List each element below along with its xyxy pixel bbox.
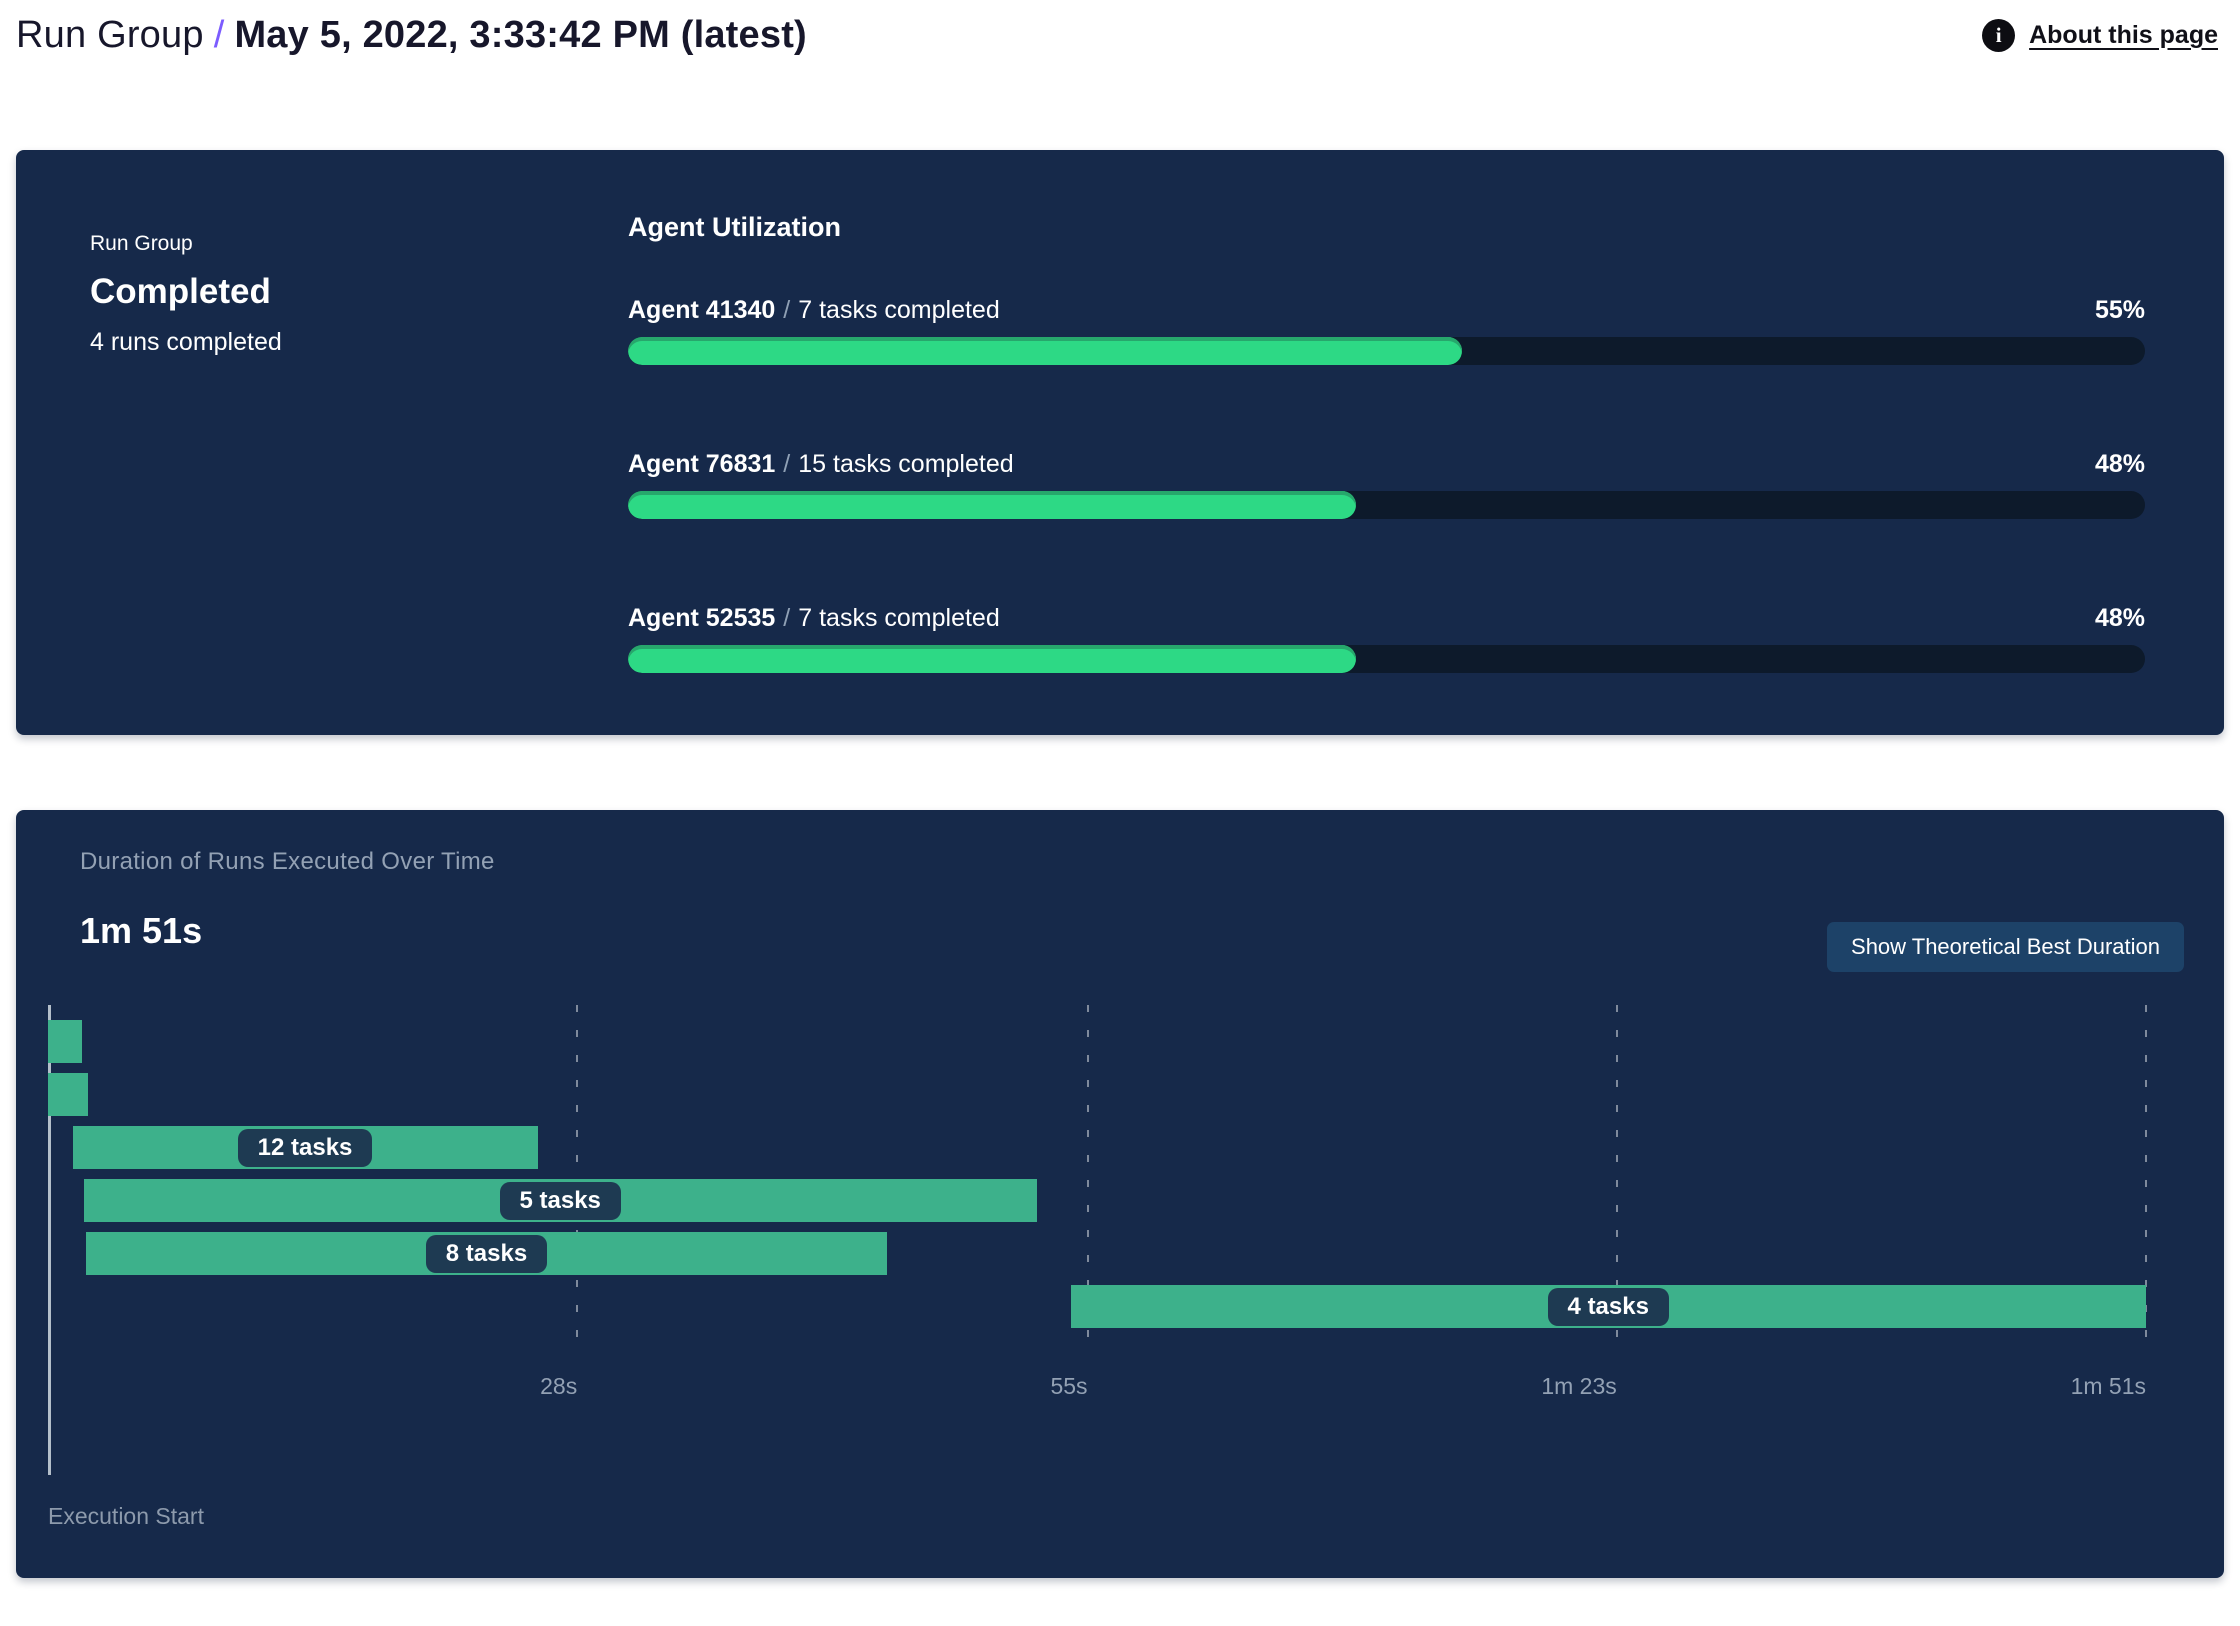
- task-count-pill: 12 tasks: [237, 1128, 373, 1167]
- agent-utilization-section: Agent Utilization Agent 41340 / 7 tasks …: [628, 210, 2145, 757]
- agent-progress-fill: [628, 491, 1357, 519]
- run-duration-bar: [48, 1020, 83, 1063]
- agent-separator: /: [783, 604, 791, 632]
- agent-progress-track: [628, 491, 2145, 519]
- gridline: [1615, 1005, 1618, 1355]
- axis-tick-label: 1m 23s: [1541, 1373, 1617, 1399]
- agent-line: Agent 52535 / 7 tasks completed 48%: [628, 603, 2145, 633]
- agent-progress-track: [628, 645, 2145, 673]
- duration-chart-title: Duration of Runs Executed Over Time: [80, 848, 495, 875]
- gridline: [1086, 1005, 1089, 1355]
- task-count-pill: 4 tasks: [1547, 1287, 1669, 1326]
- agent-name: Agent 52535: [628, 604, 776, 632]
- about-this-page[interactable]: i About this page: [1982, 18, 2218, 52]
- about-this-page-link[interactable]: About this page: [2029, 20, 2218, 49]
- run-group-status: Completed: [90, 272, 271, 311]
- run-duration-bar: 5 tasks: [83, 1179, 1037, 1222]
- run-duration-bar: [48, 1073, 88, 1116]
- execution-start-label: Execution Start: [48, 1503, 204, 1529]
- agent-progress-fill: [628, 645, 1357, 673]
- agent-tasks-completed: 15 tasks completed: [798, 450, 1014, 478]
- run-group-summary: Run Group Completed 4 runs completed: [90, 232, 282, 357]
- agent-tasks-completed: 7 tasks completed: [798, 604, 1000, 632]
- gantt-axis-labels: 28s 55s 1m 23s 1m 51s: [48, 1373, 2146, 1403]
- agent-name: Agent 41340: [628, 296, 776, 324]
- info-icon[interactable]: i: [1982, 18, 2016, 52]
- duration-panel: Duration of Runs Executed Over Time 1m 5…: [16, 810, 2224, 1578]
- task-count-pill: 5 tasks: [499, 1181, 621, 1220]
- agent-utilization-percent: 48%: [2094, 450, 2145, 478]
- page-header: Run Group / May 5, 2022, 3:33:42 PM (lates…: [16, 6, 2218, 64]
- axis-tick-label: 28s: [540, 1373, 578, 1399]
- task-count-pill: 8 tasks: [425, 1234, 548, 1273]
- agent-utilization-percent: 55%: [2094, 296, 2145, 324]
- agent-line: Agent 41340 / 7 tasks completed 55%: [628, 295, 2145, 325]
- agent-line: Agent 76831 / 15 tasks completed 48%: [628, 449, 2145, 479]
- agent-utilization-title: Agent Utilization: [628, 212, 841, 242]
- agent-row: Agent 52535 / 7 tasks completed 48%: [628, 603, 2145, 673]
- agent-row: Agent 76831 / 15 tasks completed 48%: [628, 449, 2145, 519]
- agent-separator: /: [783, 450, 791, 478]
- page-title: May 5, 2022, 3:33:42 PM (latest): [234, 13, 807, 56]
- run-group-label: Run Group: [90, 232, 193, 255]
- agent-row: Agent 41340 / 7 tasks completed 55%: [628, 295, 2145, 365]
- total-duration: 1m 51s: [80, 910, 203, 951]
- axis-tick-label: 55s: [1050, 1373, 1088, 1399]
- run-duration-bar: 12 tasks: [72, 1126, 538, 1169]
- agent-progress-track: [628, 337, 2145, 365]
- gantt-chart: 12 tasks 5 tasks 8 tasks 4 tasks 28s 55s 1m 2…: [48, 1005, 2147, 1529]
- run-group-panel: Run Group Completed 4 runs completed Age…: [16, 150, 2224, 735]
- run-duration-bar: 4 tasks: [1070, 1285, 2146, 1328]
- execution-start-axis-line: [48, 1005, 51, 1475]
- agent-tasks-completed: 7 tasks completed: [798, 296, 1000, 324]
- runs-completed-count: 4 runs completed: [90, 328, 282, 356]
- agent-separator: /: [783, 296, 791, 324]
- breadcrumb-separator: /: [213, 13, 225, 56]
- axis-tick-label: 1m 51s: [2070, 1373, 2146, 1399]
- run-duration-bar: 8 tasks: [85, 1232, 888, 1275]
- breadcrumb: Run Group / May 5, 2022, 3:33:42 PM (lates…: [16, 14, 807, 57]
- show-theoretical-best-duration-button[interactable]: Show Theoretical Best Duration: [1827, 922, 2184, 972]
- breadcrumb-run-group[interactable]: Run Group: [16, 13, 204, 56]
- gridline: [2145, 1005, 2147, 1355]
- gantt-rows: 12 tasks 5 tasks 8 tasks 4 tasks: [48, 1005, 2146, 1345]
- agent-name: Agent 76831: [628, 450, 776, 478]
- agent-utilization-percent: 48%: [2094, 604, 2145, 632]
- agent-progress-fill: [628, 337, 1463, 365]
